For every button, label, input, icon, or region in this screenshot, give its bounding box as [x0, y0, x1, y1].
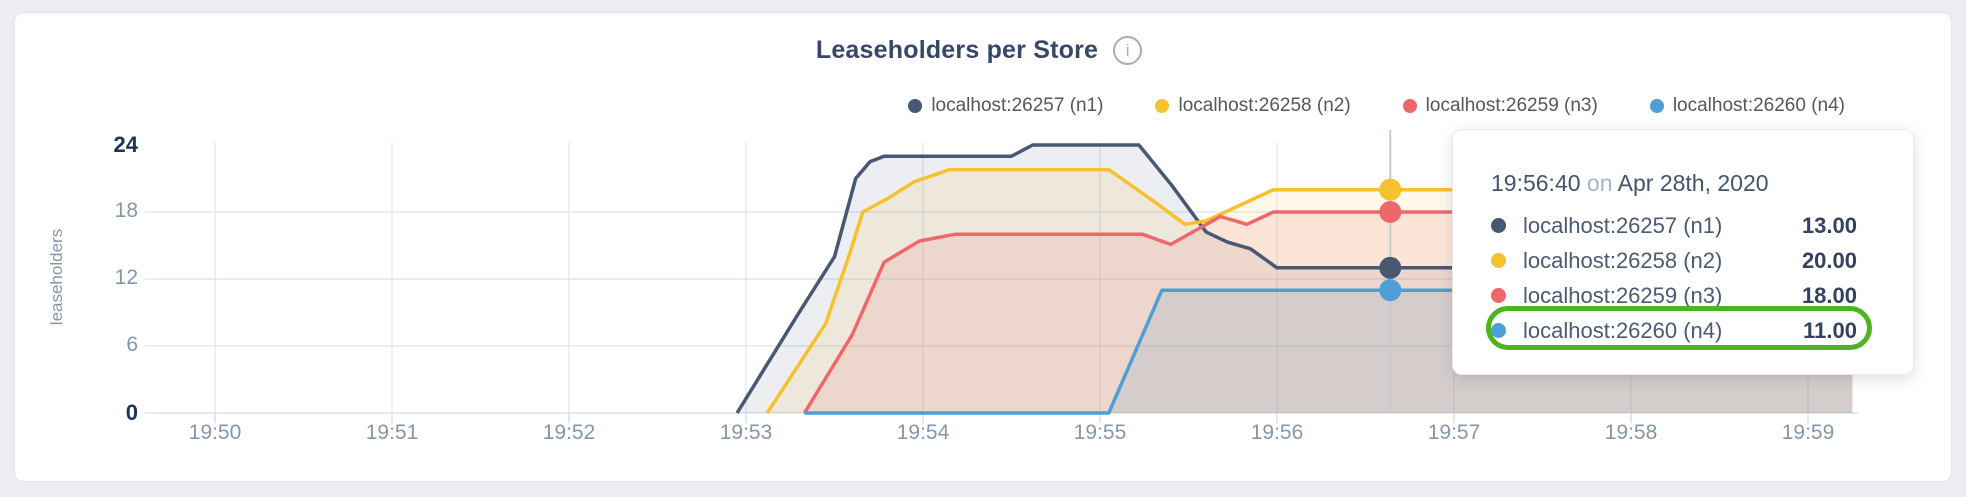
series-line	[765, 167, 1853, 414]
series-line	[735, 143, 1853, 414]
series-line	[802, 210, 1853, 414]
hover-dot	[1379, 256, 1402, 279]
highlight-annotation	[1486, 306, 1872, 350]
info-icon[interactable]: i	[1113, 35, 1143, 65]
tooltip-row-value: 13.00	[1801, 212, 1857, 238]
y-tick-label: 24	[113, 131, 138, 157]
chart-legend: localhost:26257 (n1) localhost:26258 (n2)…	[908, 93, 1845, 119]
legend-label: localhost:26258 (n2)	[1178, 95, 1351, 116]
y-tick-label: 18	[114, 198, 138, 222]
legend-item[interactable]: localhost:26259 (n3)	[1402, 95, 1598, 117]
x-tick-label: 19:51	[365, 421, 419, 444]
x-tick-label: 19:57	[1427, 421, 1481, 444]
hover-dot	[1379, 178, 1402, 201]
tooltip-row-value: 20.00	[1801, 247, 1857, 273]
legend-item[interactable]: localhost:26260 (n4)	[1649, 95, 1845, 117]
series-dot-icon	[1491, 253, 1506, 268]
legend-item[interactable]: localhost:26257 (n1)	[908, 95, 1103, 117]
tooltip-rows: localhost:26257 (n1) 13.00 localhost:26258…	[1491, 208, 1857, 348]
tooltip-row: localhost:26260 (n4) 11.00	[1491, 313, 1857, 348]
legend-dot-icon	[1155, 99, 1170, 113]
legend-dot-icon	[908, 99, 923, 113]
legend-label: localhost:26257 (n1)	[931, 95, 1104, 116]
series-dot-icon	[1491, 218, 1506, 233]
x-tick-label: 19:58	[1604, 421, 1658, 444]
legend-dot-icon	[1649, 99, 1664, 113]
x-tick-label: 19:56	[1250, 421, 1304, 444]
tooltip-time: 19:56:40	[1491, 170, 1581, 196]
tooltip-connector: on	[1586, 170, 1613, 196]
x-tick-label: 19:50	[188, 421, 242, 444]
hover-tooltip: 19:56:40 on Apr 28th, 2020 localhost:262…	[1452, 129, 1914, 375]
x-tick-label: 19:59	[1781, 421, 1835, 444]
tooltip-row: localhost:26257 (n1) 13.00	[1491, 208, 1857, 243]
x-tick-label: 19:55	[1073, 421, 1127, 444]
legend-label: localhost:26260 (n4)	[1672, 95, 1845, 116]
hover-dot	[1379, 200, 1402, 223]
chart-title: Leaseholders per Store	[815, 35, 1099, 64]
tooltip-date: Apr 28th, 2020	[1617, 170, 1769, 196]
legend-dot-icon	[1402, 99, 1417, 113]
y-tick-label: 12	[114, 265, 138, 289]
x-tick-label: 19:52	[542, 421, 596, 444]
tooltip-row: localhost:26258 (n2) 20.00	[1491, 243, 1857, 278]
tooltip-header: 19:56:40 on Apr 28th, 2020	[1491, 168, 1857, 198]
series-dot-icon	[1491, 288, 1506, 303]
tooltip-row-label: localhost:26260 (n4)	[1523, 317, 1723, 343]
tooltip-row-label: localhost:26258 (n2)	[1523, 247, 1723, 273]
tooltip-row-label: localhost:26257 (n1)	[1523, 212, 1723, 238]
x-tick-label: 19:54	[896, 421, 950, 444]
chart-header: Leaseholders per Store i	[479, 34, 1479, 66]
y-tick-label: 6	[126, 332, 138, 356]
y-tick-label: 0	[125, 400, 138, 425]
x-tick-label: 19:53	[719, 421, 773, 444]
tooltip-row: localhost:26259 (n3) 18.00	[1491, 278, 1857, 313]
legend-item[interactable]: localhost:26258 (n2)	[1155, 95, 1351, 117]
tooltip-row-label: localhost:26259 (n3)	[1523, 282, 1723, 308]
legend-label: localhost:26259 (n3)	[1425, 95, 1598, 116]
hover-dot	[1379, 279, 1402, 302]
tooltip-row-value: 18.00	[1801, 282, 1857, 308]
